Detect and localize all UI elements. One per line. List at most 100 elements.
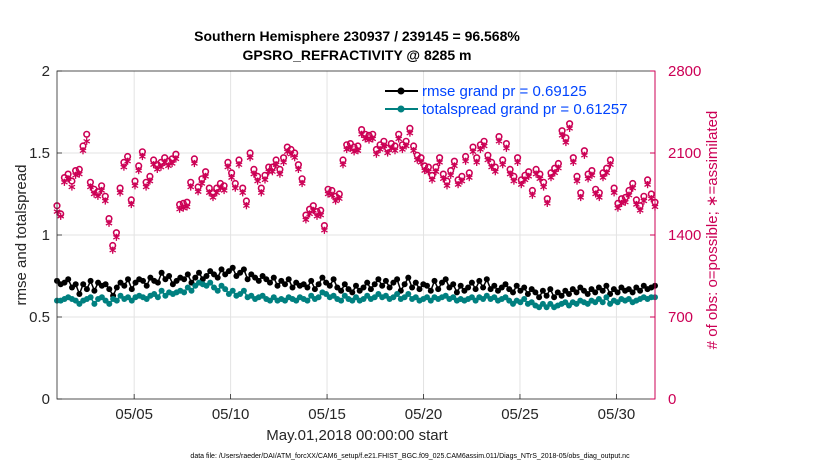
series-layer [53,120,659,311]
series-3 [53,124,659,254]
data-point-assimilated [406,129,414,137]
data-point-assimilated [614,204,622,212]
data-point-assimilated [510,177,518,185]
data-point-assimilated [161,158,169,166]
data-point-assimilated [68,183,76,191]
grid [57,71,655,399]
data-point-assimilated [588,171,596,179]
data-point [592,289,599,296]
data-point-assimilated [372,150,380,158]
legend-label-rmse: rmse grand pr = 0.69125 [422,83,587,100]
data-point-assimilated [569,158,577,166]
data-point-assimilated [629,184,637,192]
data-point [188,287,195,294]
data-point [465,284,472,291]
data-point-assimilated [551,169,559,177]
data-point-assimilated [86,183,94,191]
data-point-assimilated [298,179,306,188]
data-point [521,284,528,291]
data-point-assimilated [554,164,562,172]
x-tick-label: 05/20 [405,406,443,423]
data-point [308,277,315,284]
data-point [274,282,281,289]
data-point-assimilated [540,183,548,191]
data-point-assimilated [580,151,588,159]
data-point [539,287,546,294]
data-point [304,284,311,291]
data-point-assimilated [291,154,299,162]
y-axis-label-right: # of obs: o=possible; ∗=assimilated [704,111,721,350]
data-point [315,281,322,288]
data-point-assimilated [105,219,113,227]
data-point [405,274,412,281]
data-point-assimilated [294,165,302,173]
data-point-assimilated [417,158,425,166]
data-point [166,273,173,279]
data-point-assimilated [506,170,514,178]
data-point-assimilated [592,190,600,198]
y-right-tick-label: 700 [668,309,693,326]
data-point-assimilated [187,183,195,191]
y-right-tick-label: 1400 [668,227,701,244]
data-point [349,289,356,296]
data-point [65,276,72,283]
data-point [282,281,288,288]
data-point-assimilated [450,162,458,170]
data-point [270,274,277,281]
data-point-assimilated [647,195,655,203]
data-point [192,274,199,281]
data-point [394,291,401,297]
data-point [394,276,401,283]
data-point-assimilated [213,189,221,197]
data-point-assimilated [632,200,640,209]
data-point [330,276,337,283]
data-point [424,282,430,289]
data-point-assimilated [309,206,317,214]
data-point-assimilated [644,181,652,189]
data-point-assimilated [109,246,117,254]
data-point [536,294,543,301]
data-point [181,289,188,296]
data-point-assimilated [194,188,202,196]
data-point-assimilated [636,206,644,214]
data-point-assimilated [424,168,432,176]
data-point [91,287,98,294]
data-point [121,282,128,289]
data-point [315,294,322,301]
data-point-assimilated [528,191,536,199]
data-point-assimilated [231,184,239,192]
data-point [244,276,251,283]
data-point-assimilated [120,163,128,171]
data-point [154,294,161,301]
data-point-assimilated [499,161,507,169]
data-point-assimilated [83,137,91,145]
data-point [154,279,161,286]
y-tick-label: 0.5 [29,309,50,326]
data-point-assimilated [465,174,473,182]
data-point-assimilated [124,157,132,165]
y-tick-label: 1 [42,227,50,244]
y-right-tick-label: 2800 [668,63,701,80]
x-tick-label: 05/15 [308,406,346,423]
data-point-assimilated [547,174,555,182]
data-point [106,286,113,293]
data-point-assimilated [250,170,258,178]
data-point [80,281,87,288]
data-point-assimilated [421,167,429,175]
data-point-assimilated [469,148,477,156]
data-point [409,284,416,291]
data-point-assimilated [198,179,206,188]
data-point [87,294,94,301]
data-point [87,277,94,284]
data-point [125,276,131,283]
data-point [551,294,558,301]
data-point-assimilated [484,156,492,164]
data-point-assimilated [179,204,187,212]
x-tick-label: 05/05 [115,406,153,423]
data-point [255,277,262,284]
data-point [76,291,83,297]
data-point-assimilated [98,186,106,195]
data-point-assimilated [395,135,403,143]
data-point-assimilated [209,193,217,202]
